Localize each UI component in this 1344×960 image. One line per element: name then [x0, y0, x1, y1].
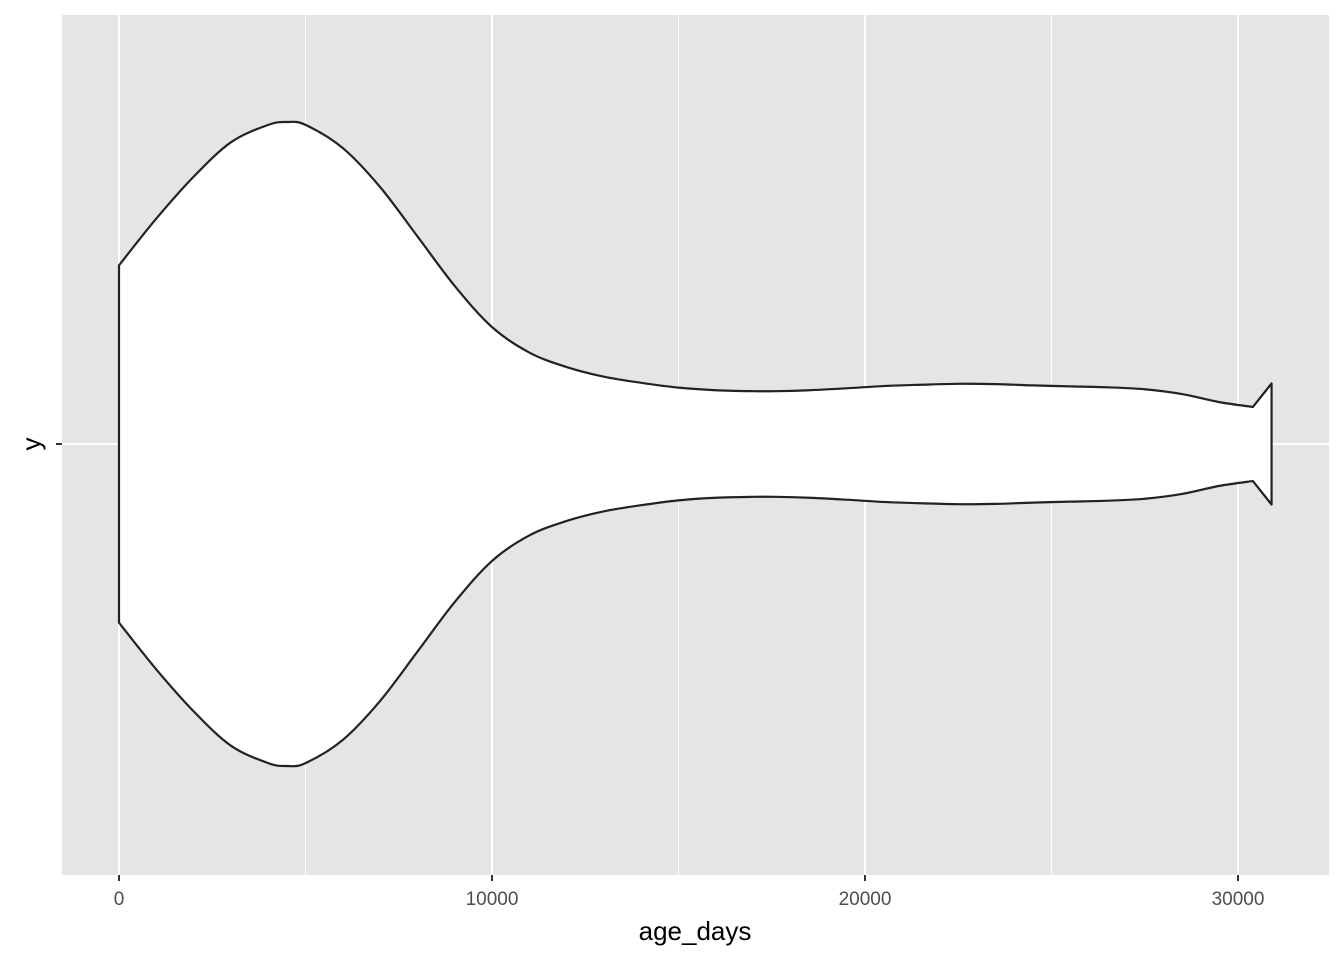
x-axis-ticks: 0 10000 20000 30000 — [114, 875, 1265, 910]
x-tick-label: 20000 — [839, 889, 892, 910]
x-tick-label: 30000 — [1212, 889, 1265, 910]
x-axis-title: age_days — [639, 916, 752, 946]
x-tick-label: 0 — [114, 889, 125, 910]
y-axis-title: y — [16, 438, 46, 451]
x-tick-label: 10000 — [466, 889, 519, 910]
violin-shape — [117, 120, 1273, 768]
